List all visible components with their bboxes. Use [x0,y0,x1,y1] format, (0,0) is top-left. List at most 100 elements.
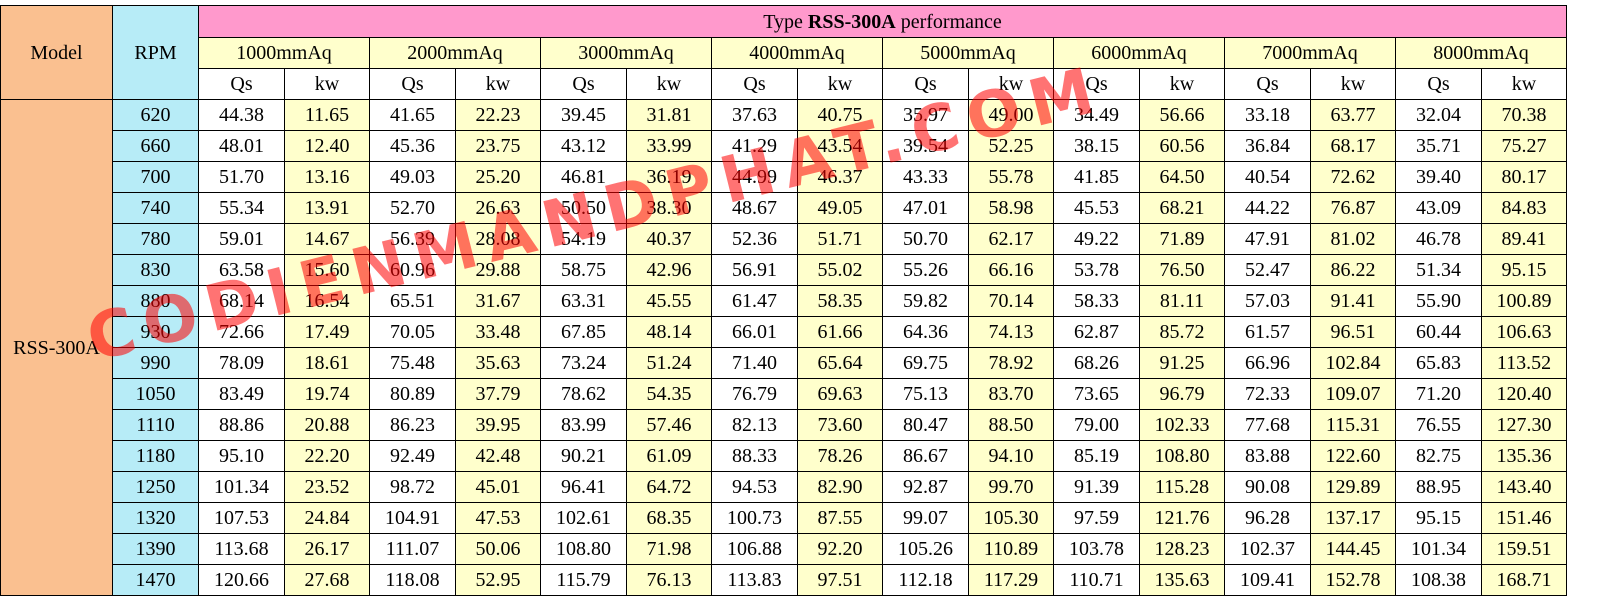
kw-cell: 28.08 [455,223,541,255]
qs-cell: 51.34 [1395,254,1482,286]
qs-cell: 39.40 [1395,161,1482,193]
kw-cell: 54.35 [626,378,712,410]
title-model: RSS-300A [807,10,896,33]
qs-cell: 56.91 [711,254,798,286]
qs-cell: 71.20 [1395,378,1482,410]
qs-cell: 58.33 [1053,285,1140,317]
pressure-header: 2000mmAq [369,37,541,69]
kw-cell: 168.71 [1481,564,1567,596]
kw-cell: 81.11 [1139,285,1225,317]
kw-cell: 110.89 [968,533,1054,565]
kw-cell: 94.10 [968,440,1054,472]
qs-cell: 48.01 [198,130,285,162]
qs-cell: 43.33 [882,161,969,193]
qs-cell: 46.78 [1395,223,1482,255]
kw-cell: 82.90 [797,471,883,503]
qs-cell: 108.38 [1395,564,1482,596]
qs-cell: 45.53 [1053,192,1140,224]
kw-cell: 22.20 [284,440,370,472]
title-suffix: performance [895,10,1002,33]
kw-cell: 62.17 [968,223,1054,255]
qs-cell: 59.01 [198,223,285,255]
kw-cell: 42.48 [455,440,541,472]
table-row: 740 55.34 13.91 52.70 26.63 50.50 38.30 48.67 49… [1,192,1567,224]
qs-cell: 104.91 [369,502,456,534]
qs-cell: 40.54 [1224,161,1311,193]
qs-cell: 61.57 [1224,316,1311,348]
qs-cell: 72.66 [198,316,285,348]
qs-cell: 34.49 [1053,99,1140,131]
kw-cell: 47.53 [455,502,541,534]
kw-cell: 88.50 [968,409,1054,441]
kw-cell: 56.66 [1139,99,1225,131]
qs-header: Qs [711,68,798,100]
qs-cell: 106.88 [711,533,798,565]
kw-cell: 74.13 [968,316,1054,348]
kw-cell: 115.31 [1310,409,1396,441]
qs-cell: 73.24 [540,347,627,379]
table-row: 1390 113.68 26.17 111.07 50.06 108.80 71.98 106… [1,533,1567,565]
kw-cell: 26.63 [455,192,541,224]
qs-cell: 115.79 [540,564,627,596]
kw-cell: 14.67 [284,223,370,255]
qs-cell: 59.82 [882,285,969,317]
kw-cell: 113.52 [1481,347,1567,379]
model-header: Model [0,5,113,100]
kw-cell: 69.63 [797,378,883,410]
kw-cell: 108.80 [1139,440,1225,472]
qs-cell: 66.01 [711,316,798,348]
qs-cell: 103.78 [1053,533,1140,565]
pressure-header: 6000mmAq [1053,37,1225,69]
kw-cell: 71.98 [626,533,712,565]
kw-cell: 70.38 [1481,99,1567,131]
kw-cell: 24.84 [284,502,370,534]
qs-cell: 90.08 [1224,471,1311,503]
kw-cell: 17.49 [284,316,370,348]
kw-cell: 71.89 [1139,223,1225,255]
kw-header: kw [626,68,712,100]
qs-cell: 41.65 [369,99,456,131]
qs-header: Qs [540,68,627,100]
rpm-cell: 880 [112,285,199,317]
qs-cell: 53.78 [1053,254,1140,286]
kw-cell: 87.55 [797,502,883,534]
kw-cell: 95.15 [1481,254,1567,286]
kw-cell: 121.76 [1139,502,1225,534]
rpm-cell: 780 [112,223,199,255]
kw-header: kw [1481,68,1567,100]
kw-cell: 55.02 [797,254,883,286]
qs-cell: 86.23 [369,409,456,441]
kw-cell: 20.88 [284,409,370,441]
kw-cell: 97.51 [797,564,883,596]
qs-header: Qs [1395,68,1482,100]
qs-cell: 118.08 [369,564,456,596]
qs-cell: 52.47 [1224,254,1311,286]
qs-cell: 65.83 [1395,347,1482,379]
qs-cell: 41.85 [1053,161,1140,193]
qs-cell: 79.00 [1053,409,1140,441]
table-row: 1320 107.53 24.84 104.91 47.53 102.61 68.35 100… [1,502,1567,534]
kw-cell: 27.68 [284,564,370,596]
title-prefix: Type [763,10,808,33]
kw-cell: 99.70 [968,471,1054,503]
qs-cell: 78.62 [540,378,627,410]
qs-cell: 110.71 [1053,564,1140,596]
kw-cell: 12.40 [284,130,370,162]
qs-cell: 109.41 [1224,564,1311,596]
kw-cell: 64.72 [626,471,712,503]
kw-cell: 61.66 [797,316,883,348]
kw-cell: 22.23 [455,99,541,131]
kw-cell: 43.54 [797,130,883,162]
qs-cell: 49.22 [1053,223,1140,255]
kw-cell: 151.46 [1481,502,1567,534]
qs-cell: 96.28 [1224,502,1311,534]
kw-cell: 72.62 [1310,161,1396,193]
kw-cell: 68.17 [1310,130,1396,162]
qs-cell: 38.15 [1053,130,1140,162]
pressure-header: 1000mmAq [198,37,370,69]
qs-cell: 105.26 [882,533,969,565]
qs-cell: 43.12 [540,130,627,162]
rpm-cell: 1320 [112,502,199,534]
qs-header: Qs [1224,68,1311,100]
kw-cell: 58.35 [797,285,883,317]
